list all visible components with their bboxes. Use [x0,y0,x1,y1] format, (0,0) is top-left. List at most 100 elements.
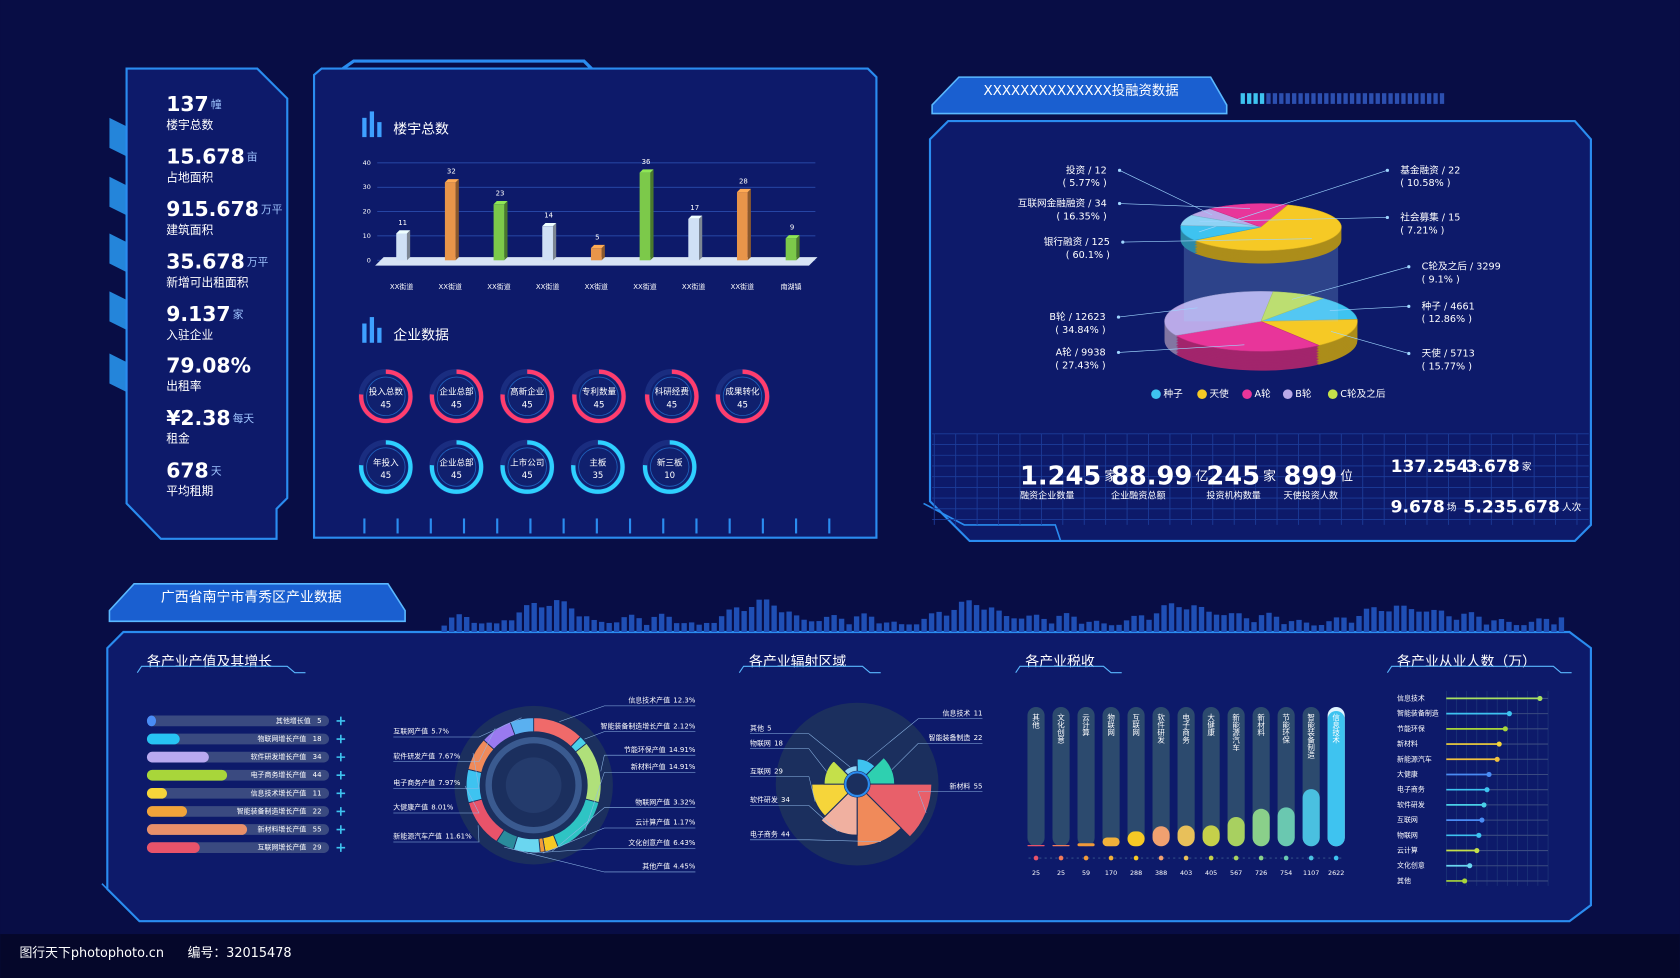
wave-bar [494,623,500,633]
wave-bar [1341,617,1347,633]
wave-bar [1483,624,1490,633]
x-tick-label: XX街道 [439,282,462,291]
donut-label-part: 云计算产值 [635,818,670,827]
wave-bar [748,607,755,633]
funding-extra: 5.235.678 人次 [1463,498,1581,518]
bar [146,751,209,763]
funding-extra-part: 5.235.678 [1463,498,1559,518]
donut-label-part: 新材料产值 [631,762,666,771]
donut-label-part: 6.43% [673,839,695,847]
bar [688,218,700,261]
wave-bar [1086,621,1092,633]
funding-extra-part: 人次 [1562,502,1582,514]
value-label: 288 [1130,869,1142,877]
wave-bar [1438,610,1445,633]
gauge-ring [429,440,484,494]
value-label: 2622 [1328,869,1344,877]
leader-line [584,772,696,831]
rose-label-part: 11 [974,709,983,717]
legend-swatch [1242,389,1252,400]
bar-label-part: 34 [313,753,322,761]
pie-label: 基金融资 / 22 [1400,164,1460,176]
gauge-label: 成果转化 [725,386,760,398]
wave-bar [561,601,567,633]
funding-value: 899 位 [1283,461,1353,491]
wave-bar [1176,607,1182,633]
plus-icon [336,825,346,834]
wave-bar [1063,613,1070,633]
gauge-ring [571,440,625,494]
bar [146,715,157,727]
capsule-label: 物联网 [1106,712,1115,737]
axis-dot [1208,855,1214,861]
pie-percent: ( 10.58% ) [1400,178,1450,189]
wave-bar [636,618,642,633]
wave-bar [1011,618,1017,633]
leader-line [584,731,696,740]
capsule [1277,807,1295,847]
lollipop-dot [1494,756,1500,762]
pie-percent: ( 5.77% ) [1063,178,1107,189]
wave-bar [793,615,800,633]
x-tick-label: XX街道 [633,282,656,291]
gauge-value: 45 [451,471,462,481]
leader-line [393,717,522,738]
capsule-track [1102,706,1120,847]
wave-bar [891,621,897,633]
value-label: 36 [642,158,651,166]
wave-bar [853,616,860,633]
rose-label: 其他 5 [750,723,772,732]
axis-dot [1258,855,1264,861]
y-tick-label: 0 [367,256,371,264]
bar-top [493,201,508,205]
wave-bar [718,616,725,633]
wave-bar [583,616,590,633]
wave-bar [1236,613,1242,633]
leader-line [393,728,496,762]
wave-bar [1416,611,1422,633]
capsule [1127,831,1145,847]
wave-bar [1198,606,1205,633]
plus-icon [336,770,346,780]
wave-bar [1251,622,1257,633]
watermark: 编号：32015478 [188,946,292,961]
donut-label-part: 12.3% [673,697,695,705]
deco-stripe [1349,93,1355,104]
wave-bar [538,607,545,633]
lollipop-label: 智能装备制造 [1397,709,1439,718]
bar [736,192,748,261]
deco-stripe [1253,93,1258,104]
title-icon [362,111,382,343]
value-label: 405 [1205,869,1217,877]
leader-line [1118,307,1198,318]
value-label: 170 [1105,869,1117,877]
legend-swatch [1327,389,1338,400]
deco-stripe [1407,93,1413,104]
donut-label-part: 互联网产值 [393,727,428,736]
rose-label-part: 18 [774,739,783,747]
stat-label: 平均租期 [166,484,213,498]
donut-label-part: 节能环保产值 [624,745,666,754]
capsule [1052,844,1070,847]
capsule-label: 电子商务 [1181,712,1190,744]
wave-bar [846,624,852,633]
wave-bar [1318,624,1325,633]
donut-label: 电子商务产值 7.97% [393,778,460,787]
value-label: 14 [544,211,553,219]
wave-bar [988,607,995,633]
wave-bar [531,602,537,633]
wave-bar [598,621,605,633]
value-label: 32 [447,168,456,176]
lollipop-dot [1476,832,1482,838]
wave-bar [1378,611,1385,633]
wave-bar [936,611,942,633]
leader-line [1199,217,1388,222]
funding-value-part: 899 [1283,461,1337,491]
rose-label: 智能装备制造 22 [929,733,983,742]
rose-label-part: 新材料 [950,781,971,790]
funding-value-part: 1.245 [1020,461,1101,491]
gauge-ring-inner [578,447,618,487]
wave-bar [1408,609,1415,633]
lollipop-dot [1474,847,1480,854]
capsule [1327,711,1345,847]
